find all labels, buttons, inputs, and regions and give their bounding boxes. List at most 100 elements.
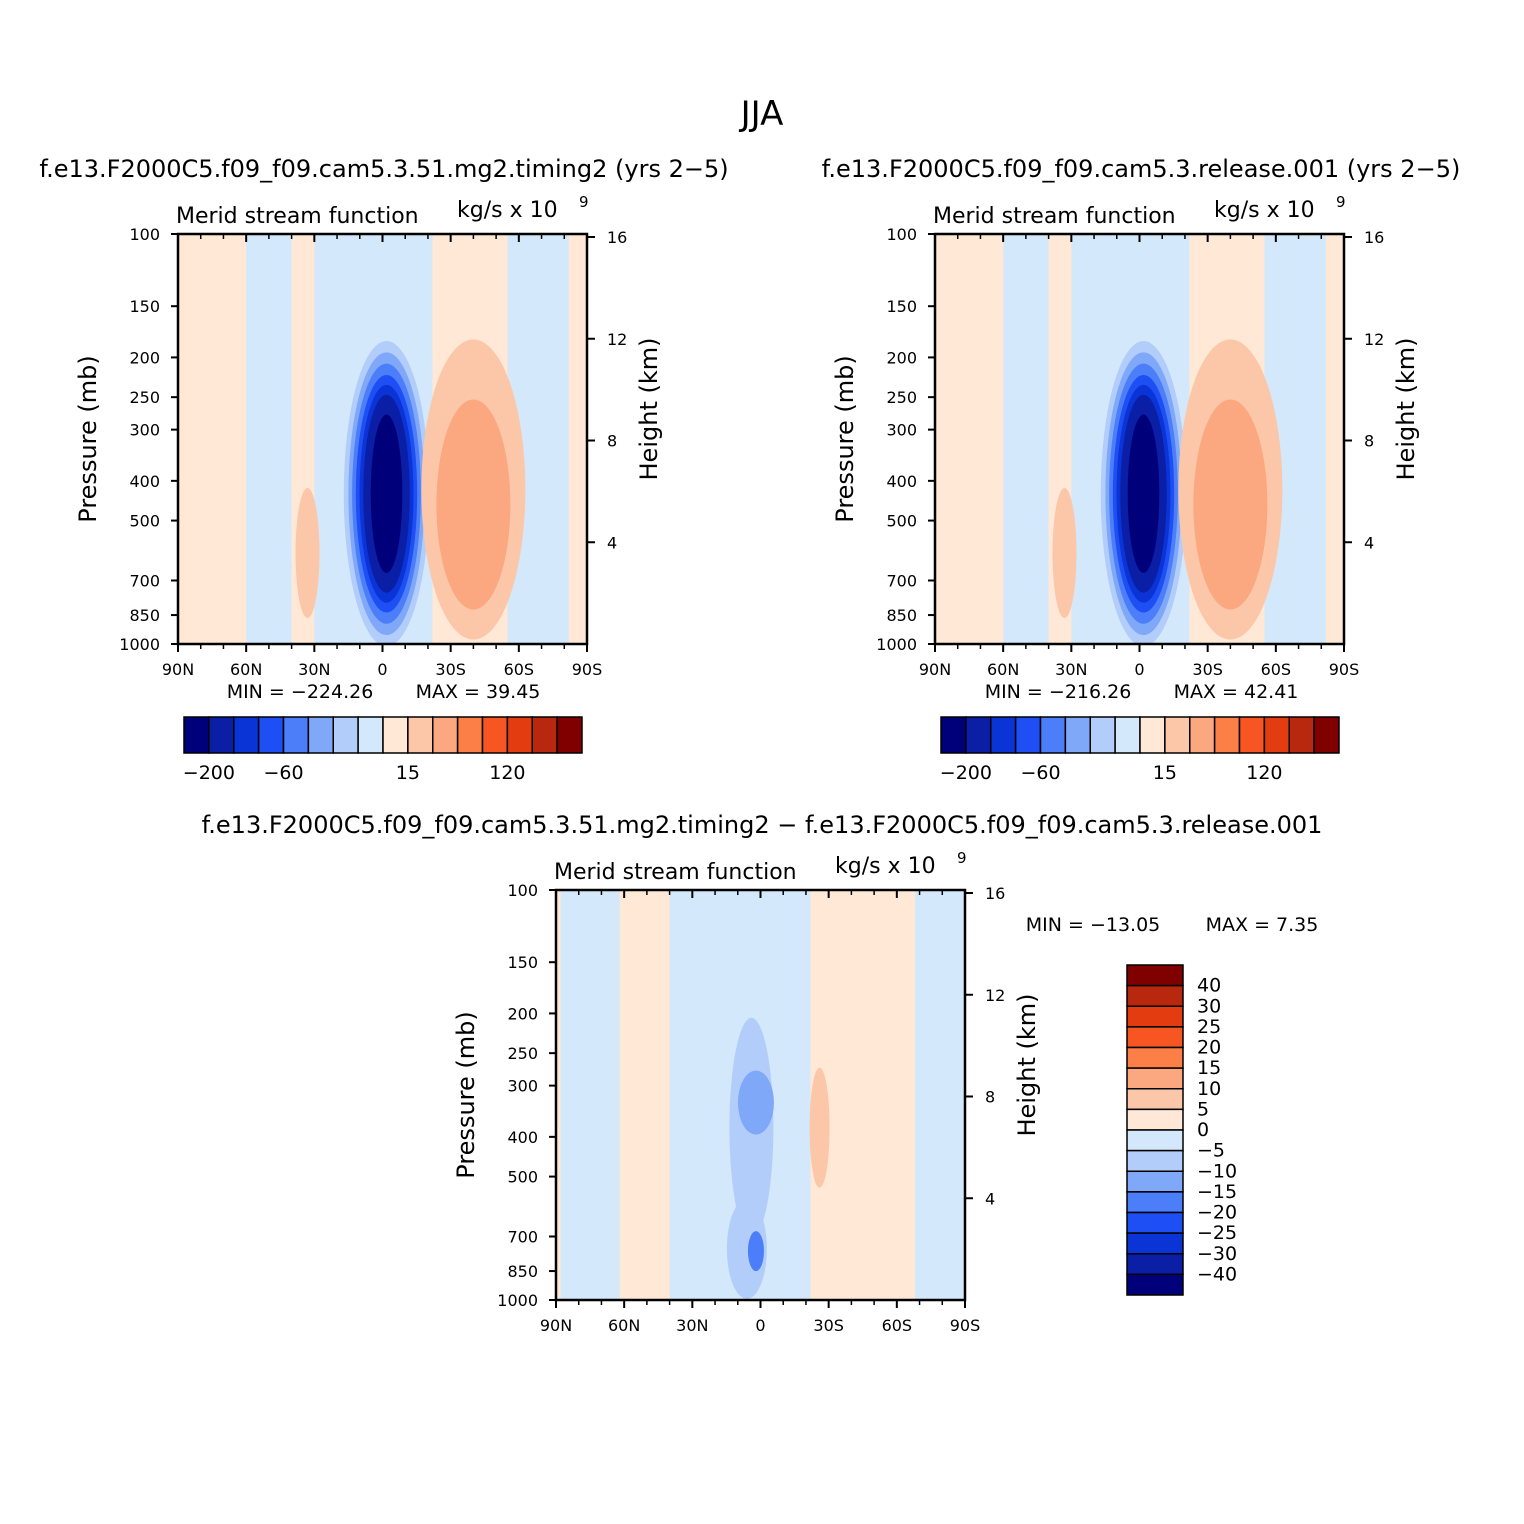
- contour-pos-strip: [295, 488, 320, 619]
- y-tick-label: 400: [507, 1128, 538, 1147]
- height-tick-label: 8: [985, 1088, 995, 1107]
- height-tick-label: 12: [985, 986, 1005, 1005]
- x-tick-label: 90S: [950, 1316, 981, 1335]
- height-tick-label: 4: [607, 533, 617, 552]
- y-tick-label: 200: [507, 1004, 538, 1023]
- x-tick-label: 90S: [572, 660, 603, 679]
- units-exponent: 9: [1336, 193, 1346, 211]
- x-tick-label: 60S: [504, 660, 535, 679]
- height-tick-label: 16: [1364, 228, 1384, 247]
- colorbar-box: [965, 716, 992, 754]
- colorbar-box: [1313, 716, 1340, 754]
- colorbar-label: 120: [1246, 762, 1282, 784]
- colorbar-box: [506, 716, 533, 754]
- colorbar-box: [1126, 1211, 1184, 1234]
- y-axis-label: Pressure (mb): [831, 355, 859, 522]
- colorbar-box: [208, 716, 235, 754]
- y-tick-label: 700: [129, 571, 160, 590]
- colorbar-label: −30: [1197, 1243, 1237, 1265]
- colorbar-box: [1014, 716, 1042, 754]
- plot-subtitle: Merid stream function: [554, 860, 797, 885]
- x-tick-label: 30N: [298, 660, 330, 679]
- colorbar-label: −40: [1197, 1263, 1237, 1285]
- x-tick-label: 0: [1134, 660, 1144, 679]
- y-tick-label: 100: [129, 225, 160, 244]
- colorbar-box: [1126, 1088, 1184, 1111]
- y-tick-label: 700: [507, 1227, 538, 1246]
- units-label: kg/s x 10: [835, 854, 936, 879]
- x-tick-label: 60S: [1261, 660, 1292, 679]
- y-tick-label: 400: [886, 472, 917, 491]
- colorbar-box: [432, 716, 459, 754]
- colorbar-label: −60: [263, 762, 303, 784]
- colorbar-box: [1288, 716, 1315, 754]
- plot-subtitle: Merid stream function: [176, 204, 419, 229]
- height-axis-label: Height (km): [635, 338, 663, 481]
- y-tick-label: 1000: [497, 1291, 538, 1310]
- y-tick-label: 1000: [119, 635, 160, 654]
- panel3-min-label: MIN = −13.05: [1026, 914, 1161, 936]
- x-tick-label: 30S: [1192, 660, 1223, 679]
- colorbar-box: [1126, 984, 1184, 1007]
- colorbar-label: 15: [1153, 762, 1177, 784]
- height-tick-label: 16: [607, 228, 627, 247]
- height-tick-label: 8: [607, 432, 617, 451]
- y-tick-label: 150: [129, 297, 160, 316]
- contour-band-neg: [560, 890, 620, 1300]
- y-axis-label: Pressure (mb): [74, 355, 102, 522]
- units-exponent: 9: [579, 193, 589, 211]
- colorbar-box: [1213, 716, 1241, 754]
- colorbar-box: [1126, 1253, 1184, 1276]
- y-tick-label: 200: [886, 348, 917, 367]
- y-tick-label: 300: [886, 421, 917, 440]
- colorbar-box: [1126, 1273, 1184, 1296]
- colorbar-box: [531, 716, 558, 754]
- colorbar-box: [307, 716, 334, 754]
- y-tick-label: 150: [886, 297, 917, 316]
- colorbar-box: [1126, 1170, 1184, 1193]
- contour-pos-level: [1193, 399, 1268, 610]
- colorbar-box: [1164, 716, 1191, 754]
- panel2-max-label: MAX = 42.41: [1174, 681, 1299, 703]
- contour-neg-level: [1127, 414, 1160, 573]
- colorbar-label: −25: [1197, 1222, 1237, 1244]
- x-tick-label: 60S: [882, 1316, 913, 1335]
- height-tick-label: 12: [1364, 330, 1384, 349]
- colorbar-box: [940, 716, 967, 754]
- colorbar-box: [1126, 1108, 1184, 1131]
- height-axis-label: Height (km): [1392, 338, 1420, 481]
- x-tick-label: 60N: [230, 660, 262, 679]
- contour-field: [935, 234, 1344, 644]
- y-tick-label: 250: [507, 1044, 538, 1063]
- panel2-title: f.e13.F2000C5.f09_f09.cam5.3.release.001…: [822, 155, 1461, 183]
- contour-neg-level: [726, 1198, 767, 1299]
- colorbar-label: 10: [1197, 1078, 1221, 1100]
- x-tick-label: 60N: [608, 1316, 640, 1335]
- y-tick-label: 700: [886, 571, 917, 590]
- y-tick-label: 250: [886, 388, 917, 407]
- colorbar-box: [407, 716, 434, 754]
- panel3-max-label: MAX = 7.35: [1206, 914, 1319, 936]
- contour-band-neg: [507, 234, 569, 644]
- colorbar-box: [1126, 1232, 1184, 1255]
- contour-band-neg: [246, 234, 292, 644]
- colorbar-label: 15: [1197, 1057, 1221, 1079]
- contour-pos-strip: [1052, 488, 1077, 619]
- colorbar-box: [233, 716, 260, 754]
- colorbar-label: −200: [183, 762, 235, 784]
- colorbar-box: [1126, 1046, 1184, 1069]
- colorbar-box: [990, 716, 1017, 754]
- y-tick-label: 300: [507, 1077, 538, 1096]
- x-tick-label: 30N: [676, 1316, 708, 1335]
- y-tick-label: 850: [886, 606, 917, 625]
- units-label: kg/s x 10: [1214, 198, 1315, 223]
- colorbar-label: −10: [1197, 1160, 1237, 1182]
- figure-title: JJA: [739, 94, 784, 134]
- y-tick-label: 500: [886, 512, 917, 531]
- colorbar-label: 120: [489, 762, 525, 784]
- y-tick-label: 850: [507, 1262, 538, 1281]
- colorbar-box: [1039, 716, 1067, 754]
- x-tick-label: 30N: [1055, 660, 1087, 679]
- colorbar-box: [183, 716, 210, 754]
